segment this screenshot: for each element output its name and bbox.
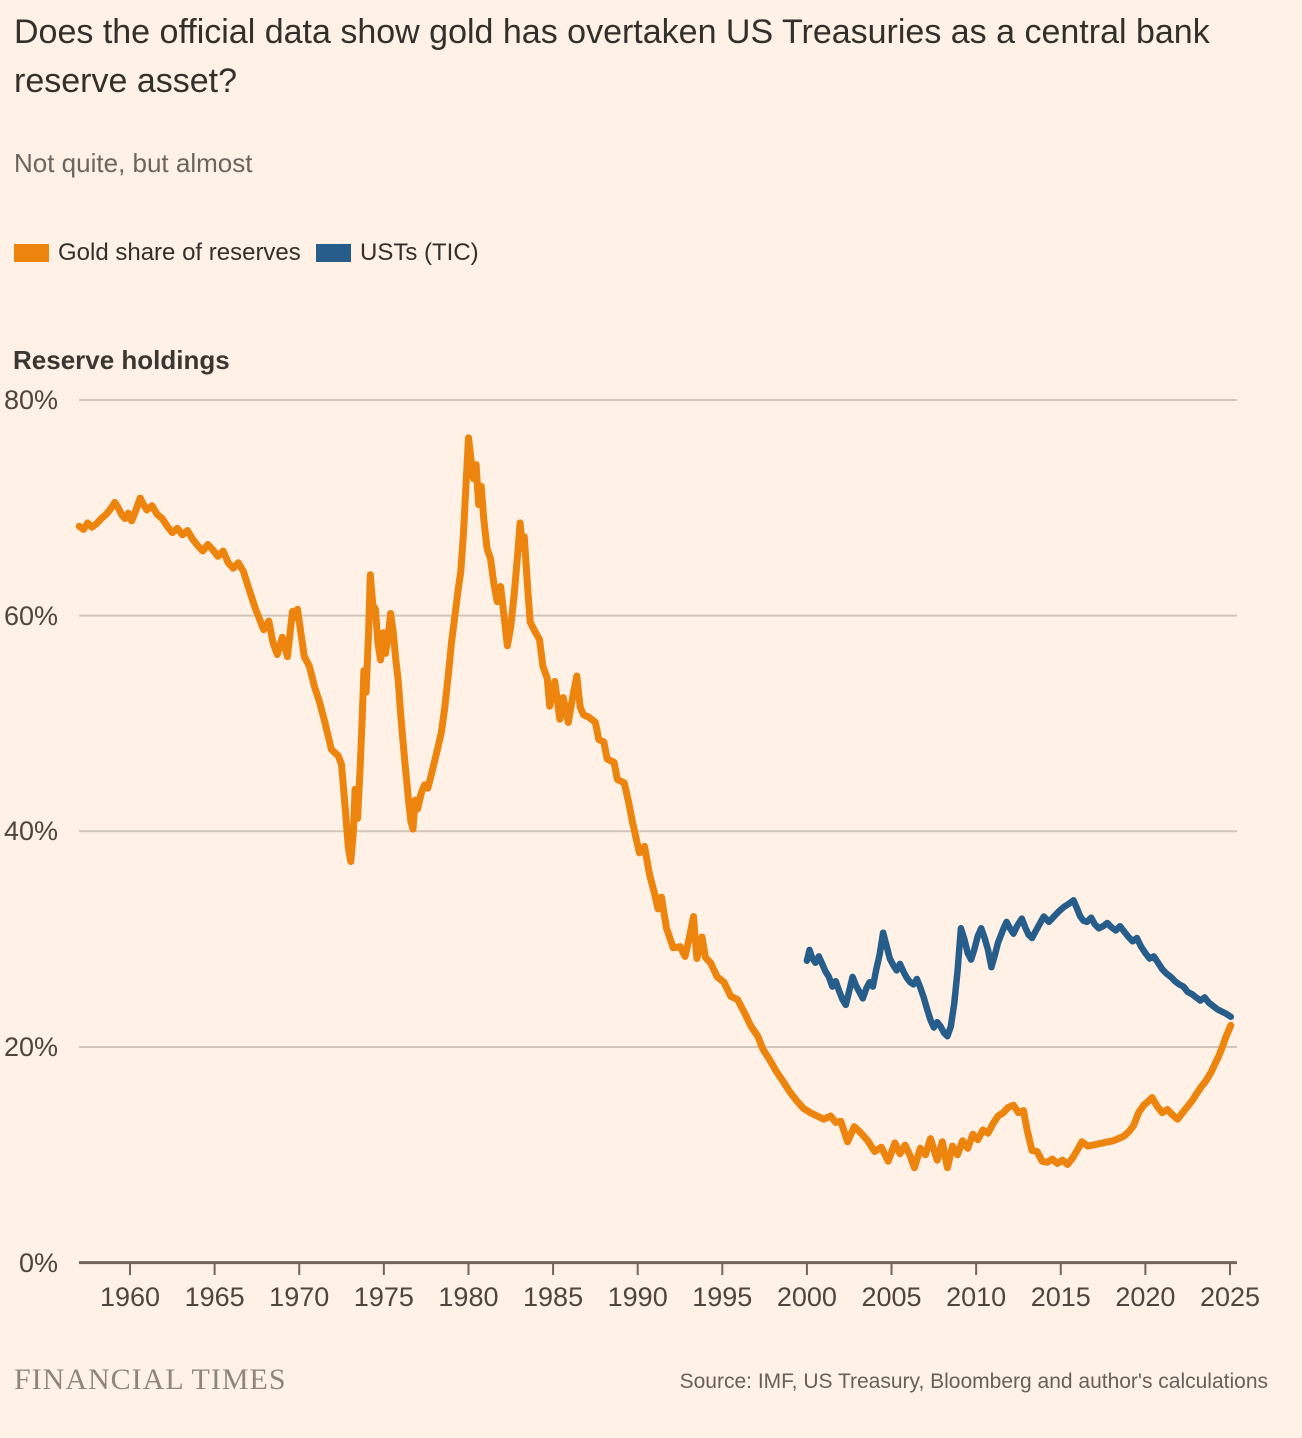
x-axis-label-2020: 2020 — [1115, 1282, 1176, 1312]
chart-subtitle: Not quite, but almost — [14, 148, 253, 178]
x-axis-label-1960: 1960 — [99, 1282, 161, 1312]
y-axis-title: Reserve holdings — [13, 345, 230, 375]
legend-label-gold: Gold share of reserves — [58, 239, 301, 266]
y-axis-label-80: 80% — [3, 385, 58, 415]
x-axis-label-2000: 2000 — [776, 1282, 837, 1312]
ft-logo: FINANCIAL TIMES — [14, 1363, 287, 1396]
x-axis-label-1975: 1975 — [353, 1282, 414, 1312]
x-axis-label-1980: 1980 — [438, 1282, 499, 1312]
x-axis-label-2010: 2010 — [946, 1282, 1007, 1312]
source-text: Source: IMF, US Treasury, Bloomberg and … — [679, 1370, 1268, 1393]
x-axis-label-1995: 1995 — [692, 1282, 753, 1312]
chart-title: Does the official data show gold has ove… — [14, 13, 1210, 100]
legend-item-usts: USTs (TIC) — [316, 239, 479, 266]
y-axis-label-0: 0% — [18, 1247, 58, 1278]
legend-swatch-gold-icon — [14, 244, 49, 262]
legend-swatch-usts-icon — [316, 244, 351, 262]
x-axis-label-1970: 1970 — [269, 1282, 330, 1312]
x-axis-label-1985: 1985 — [523, 1282, 584, 1312]
legend-item-gold: Gold share of reserves — [14, 239, 301, 266]
series-line-usts-tic — [803, 897, 1235, 1040]
y-axis-label-20: 20% — [3, 1031, 58, 1062]
y-axis-label-60: 60% — [3, 600, 58, 631]
legend-label-usts: USTs (TIC) — [360, 239, 479, 266]
series-line-gold-share-of-reserves — [75, 434, 1235, 1172]
legend: Gold share of reserves USTs (TIC) — [0, 239, 1302, 266]
x-axis-label-2015: 2015 — [1030, 1282, 1091, 1312]
x-axis-label-1990: 1990 — [607, 1282, 668, 1312]
x-axis-label-2005: 2005 — [861, 1282, 922, 1312]
x-axis-label-2025: 2025 — [1199, 1282, 1261, 1312]
y-axis-label-40: 40% — [3, 816, 58, 847]
x-axis-label-1965: 1965 — [184, 1282, 245, 1312]
